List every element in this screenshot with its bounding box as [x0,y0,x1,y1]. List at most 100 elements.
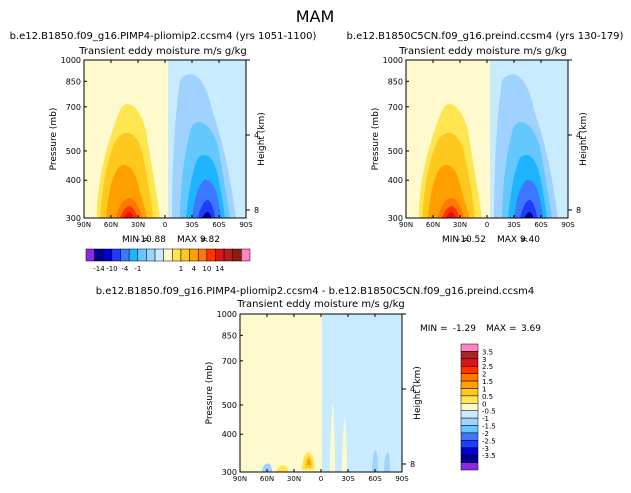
colorbar-label: -2 [482,430,489,438]
colorbar-label: 2.5 [482,363,493,371]
chart-title: Transient eddy moisture m/s g/kg [236,299,404,310]
colorbar-swatch [137,248,147,262]
neg-contour-4 [514,179,543,218]
colorbar-swatch [189,248,199,262]
x-tick-label: 30S [185,221,199,229]
case-title: b.e12.B1850.f09_g16.PIMP4-pliomip2.ccsm4… [10,31,317,42]
x-tick-label: 30N [287,475,301,483]
colorbar-swatch [460,447,479,456]
colorbar-swatch [460,380,479,389]
colorbar-label: -3.5 [482,452,496,460]
y-tick-label: 850 [388,77,403,86]
colorbar-swatch [460,358,479,367]
min-label: MIN = [420,324,448,334]
y2-axis-label: Height (km) [413,366,423,420]
x-tick-label: 60S [212,221,226,229]
x-tick-label: 60N [104,221,118,229]
max-label: MAX = [497,235,528,245]
y-tick-label: 300 [388,214,403,223]
y2-axis-label: Height (km) [579,112,589,166]
x-tick-label: 60S [368,475,382,483]
colorbar-swatch [94,248,104,262]
axes: 90N 60N 30N 0 30S 60S 90S 300 400 500 700 850 1000 Pr… [371,56,589,229]
colorbar-swatch [163,248,173,262]
max-label: MAX = [177,235,208,245]
pos-contour-5 [120,206,137,218]
panel-2: b.e12.B1850C5CN.f09_g16.preind.ccsm4 (yr… [347,31,624,245]
x-tick-label: 30N [453,221,467,229]
page-title: MAM [296,7,335,26]
colorbar-label: -4 [121,265,129,273]
colorbar-label: -0.5 [482,408,496,416]
colorbar-swatch [232,248,242,262]
x-tick-label: 60S [534,221,548,229]
y-tick-label: 1000 [61,56,81,65]
y-axis-label: Pressure (mb) [371,108,381,171]
chart-title: Transient eddy moisture m/s g/kg [398,46,566,57]
contour-fills [240,314,402,472]
y-tick-label: 300 [222,468,237,477]
y2-tick-label: 4 [576,131,581,140]
pos-contour-6 [124,212,134,218]
colorbar-label: 0 [482,400,486,408]
y-tick-label: 850 [222,331,237,340]
colorbar-swatch [460,373,479,382]
colorbar-swatch [85,248,95,262]
colorbar-swatch [154,248,164,262]
colorbar-swatch [460,403,479,411]
colorbar-label: -14 [93,265,105,273]
colorbar-label: -10 [106,265,117,273]
colorbar-swatch [460,343,479,352]
colorbar-swatch [223,248,233,262]
neg-contour-5 [198,200,215,218]
colorbar-swatch [172,248,182,262]
y-tick-label: 700 [222,357,237,366]
min-label: MIN = [122,235,150,245]
colorbar-swatch [180,248,190,262]
contour-fills [84,60,246,219]
y-tick-label: 1000 [217,310,237,319]
y2-tick-label: 8 [410,460,415,469]
colorbar-label: 3 [482,356,486,364]
y-tick-label: 500 [388,147,403,156]
colorbar-label: 1.5 [482,378,493,386]
y2-tick-label: 4 [254,131,259,140]
y2-axis-label: Height (km) [257,112,267,166]
x-tick-label: 30S [341,475,355,483]
colorbar-label: 0.5 [482,393,493,401]
contour-fills [406,60,568,219]
axes: 90N 60N 30N 0 30S 60S 90S 300 400 500 700 850 1000 Pr… [205,310,423,483]
colorbar-label: -3 [482,445,489,453]
min-label: MIN = [442,235,470,245]
colorbar-swatch [146,248,156,262]
x-tick-label: 90S [239,221,253,229]
colorbar-label: 10 [202,265,211,273]
max-label: MAX = [486,324,517,334]
max-value: 9.40 [520,235,540,245]
colorbar-swatch [206,248,216,262]
pos-contour-5 [442,206,459,218]
pos-streak-4 [342,415,347,472]
x-tick-label: 90N [77,221,91,229]
pos-blob-4 [276,465,288,472]
colorbar-label: -1.5 [482,423,496,431]
colorbar-swatch [460,388,479,397]
colorbar-swatch [103,248,113,262]
neg-streak-1 [262,463,272,472]
min-value: -10.88 [137,235,166,245]
x-tick-label: 30S [507,221,521,229]
colorbar-swatch [460,365,479,374]
colorbar-label: 1 [482,385,486,393]
y-tick-label: 400 [66,176,81,185]
colorbar-swatch [460,432,479,441]
colorbar-swatch [111,248,121,262]
y2-tick-label: 4 [410,385,415,394]
y-tick-label: 400 [222,430,237,439]
colorbar-swatch [460,425,479,434]
x-tick-label: 90N [233,475,247,483]
colorbar-label: 4 [192,265,197,273]
colorbar-swatch [460,462,479,471]
colorbar-label: 2 [482,371,486,379]
colorbar-label: -1 [134,265,141,273]
